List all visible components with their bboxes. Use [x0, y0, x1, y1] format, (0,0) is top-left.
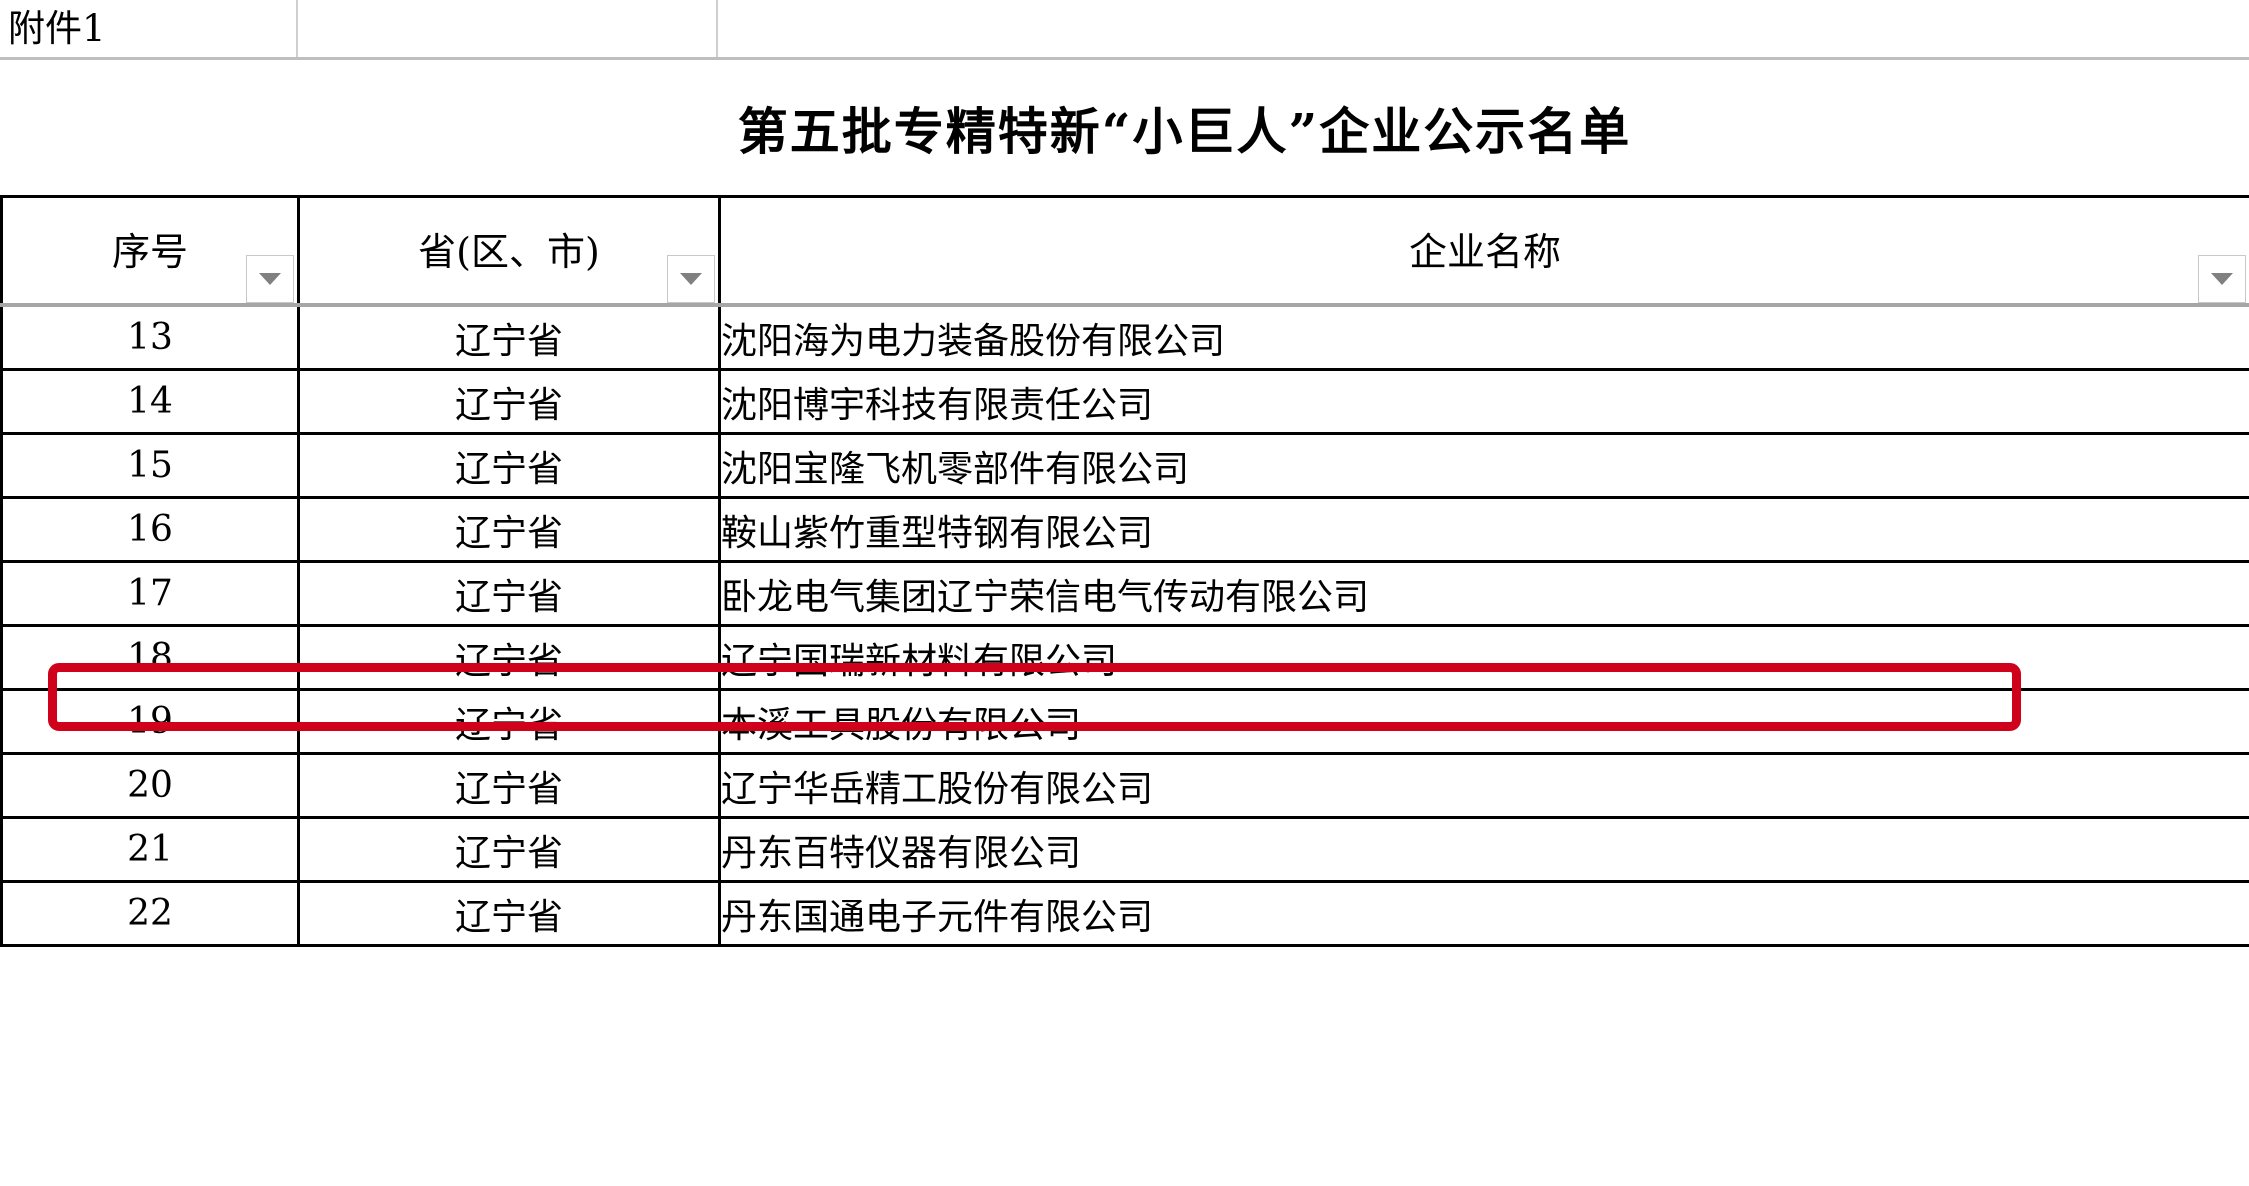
table-row[interactable]: 20 辽宁省 辽宁华岳精工股份有限公司: [0, 752, 2249, 819]
column-header-company: 企业名称: [718, 195, 2249, 307]
cell-index[interactable]: 15: [0, 432, 300, 499]
cell-province[interactable]: 辽宁省: [297, 303, 721, 371]
cell-index[interactable]: 22: [0, 880, 300, 947]
column-header-company-label: 企业名称: [1408, 230, 1561, 274]
filter-button-province[interactable]: [667, 255, 715, 303]
cell-company[interactable]: 沈阳博宇科技有限责任公司: [718, 368, 2249, 435]
attachment-strip: 附件1: [0, 0, 2249, 60]
attachment-label: 附件1: [8, 7, 106, 50]
cell-company[interactable]: 辽宁国瑞新材料有限公司: [718, 624, 2249, 691]
column-header-index-label: 序号: [111, 230, 188, 274]
filter-button-index[interactable]: [246, 255, 294, 303]
cell-province[interactable]: 辽宁省: [297, 432, 721, 499]
table-body: 13 辽宁省 沈阳海为电力装备股份有限公司 14 辽宁省 沈阳博宇科技有限责任公…: [0, 303, 2249, 947]
cell-company[interactable]: 本溪工具股份有限公司: [718, 688, 2249, 755]
attachment-empty-cell[interactable]: [298, 0, 718, 57]
company-list-table: 序号 省(区、市) 企业名称: [0, 195, 2249, 947]
title-band: 第五批专精特新“小巨人”企业公示名单: [0, 60, 2249, 195]
table-row[interactable]: 16 辽宁省 鞍山紫竹重型特钢有限公司: [0, 496, 2249, 563]
cell-index[interactable]: 19: [0, 688, 300, 755]
column-header-index: 序号: [0, 195, 300, 307]
cell-index[interactable]: 13: [0, 303, 300, 371]
cell-province[interactable]: 辽宁省: [297, 752, 721, 819]
table-row[interactable]: 21 辽宁省 丹东百特仪器有限公司: [0, 816, 2249, 883]
page-title: 第五批专精特新“小巨人”企业公示名单: [737, 101, 1632, 161]
cell-province[interactable]: 辽宁省: [297, 496, 721, 563]
cell-company[interactable]: 丹东国通电子元件有限公司: [718, 880, 2249, 947]
column-header-province-label: 省(区、市): [418, 230, 600, 274]
cell-index[interactable]: 20: [0, 752, 300, 819]
cell-index[interactable]: 18: [0, 624, 300, 691]
attachment-cell[interactable]: 附件1: [0, 0, 298, 57]
table-row-highlighted[interactable]: 17 辽宁省 卧龙电气集团辽宁荣信电气传动有限公司: [0, 560, 2249, 627]
cell-index[interactable]: 17: [0, 560, 300, 627]
cell-company[interactable]: 辽宁华岳精工股份有限公司: [718, 752, 2249, 819]
chevron-down-icon: [2211, 273, 2233, 285]
cell-company[interactable]: 鞍山紫竹重型特钢有限公司: [718, 496, 2249, 563]
cell-company[interactable]: 沈阳海为电力装备股份有限公司: [718, 303, 2249, 371]
chevron-down-icon: [259, 273, 281, 285]
table-row[interactable]: 22 辽宁省 丹东国通电子元件有限公司: [0, 880, 2249, 947]
chevron-down-icon: [680, 273, 702, 285]
column-header-province: 省(区、市): [297, 195, 721, 307]
table-row[interactable]: 14 辽宁省 沈阳博宇科技有限责任公司: [0, 368, 2249, 435]
cell-company[interactable]: 沈阳宝隆飞机零部件有限公司: [718, 432, 2249, 499]
cell-province[interactable]: 辽宁省: [297, 624, 721, 691]
cell-province[interactable]: 辽宁省: [297, 688, 721, 755]
table-row[interactable]: 19 辽宁省 本溪工具股份有限公司: [0, 688, 2249, 755]
cell-province[interactable]: 辽宁省: [297, 368, 721, 435]
filter-button-company[interactable]: [2198, 255, 2246, 303]
table-row[interactable]: 15 辽宁省 沈阳宝隆飞机零部件有限公司: [0, 432, 2249, 499]
cell-province[interactable]: 辽宁省: [297, 880, 721, 947]
table-row[interactable]: 13 辽宁省 沈阳海为电力装备股份有限公司: [0, 303, 2249, 371]
cell-province[interactable]: 辽宁省: [297, 816, 721, 883]
cell-index[interactable]: 21: [0, 816, 300, 883]
cell-province[interactable]: 辽宁省: [297, 560, 721, 627]
table-header-row: 序号 省(区、市) 企业名称: [0, 195, 2249, 307]
cell-index[interactable]: 14: [0, 368, 300, 435]
table-row[interactable]: 18 辽宁省 辽宁国瑞新材料有限公司: [0, 624, 2249, 691]
cell-company[interactable]: 卧龙电气集团辽宁荣信电气传动有限公司: [718, 560, 2249, 627]
cell-company[interactable]: 丹东百特仪器有限公司: [718, 816, 2249, 883]
cell-index[interactable]: 16: [0, 496, 300, 563]
